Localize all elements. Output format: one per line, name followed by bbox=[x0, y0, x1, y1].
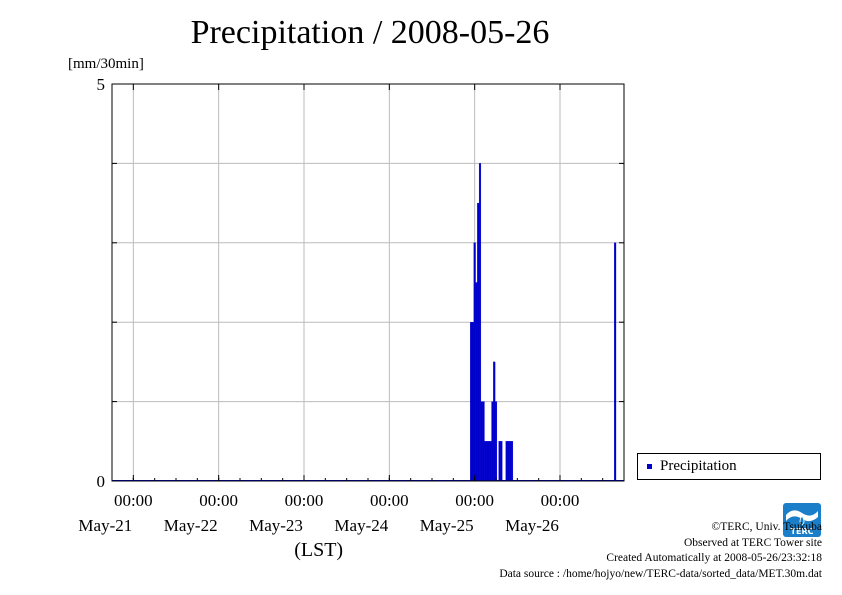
precipitation-bar bbox=[475, 282, 478, 482]
plot-frame bbox=[111, 83, 625, 482]
precipitation-bar bbox=[470, 322, 473, 482]
precipitation-bar bbox=[484, 441, 487, 482]
x-tick-date-label: May-21 bbox=[78, 516, 132, 535]
grid-lines bbox=[112, 84, 624, 481]
x-tick-time-label: 00:00 bbox=[541, 491, 580, 510]
axis-ticks bbox=[111, 83, 625, 482]
precipitation-bar bbox=[494, 401, 498, 482]
precipitation-bar bbox=[471, 322, 474, 482]
logo-text: TERC bbox=[791, 527, 814, 536]
precipitation-bar bbox=[478, 163, 482, 482]
precipitation-bar bbox=[486, 441, 489, 482]
precipitation-bar bbox=[498, 441, 501, 482]
precipitation-bar bbox=[480, 401, 483, 482]
x-tick-time-label: 00:00 bbox=[285, 491, 324, 510]
precipitation-bar bbox=[482, 401, 485, 482]
precipitation-bar bbox=[510, 441, 514, 482]
precipitation-bar bbox=[477, 202, 480, 482]
precipitation-bar bbox=[500, 441, 503, 482]
logo-drop bbox=[799, 515, 805, 526]
legend: Precipitation bbox=[637, 453, 821, 480]
precipitation-bar bbox=[507, 441, 510, 482]
created-text: Created Automatically at 2008-05-26/23:3… bbox=[606, 552, 822, 564]
precipitation-bar bbox=[493, 361, 496, 482]
precipitation-bar bbox=[505, 441, 508, 482]
copyright-text: ©TERC, Univ. Tsukuba bbox=[711, 521, 822, 533]
legend-label-precipitation: Precipitation bbox=[660, 458, 737, 474]
x-tick-date-label: May-22 bbox=[164, 516, 218, 535]
x-tick-date-label: May-23 bbox=[249, 516, 303, 535]
y-axis-unit-label: [mm/30min] bbox=[68, 56, 144, 72]
terc-logo: TERC bbox=[783, 503, 821, 537]
x-tick-time-label: 00:00 bbox=[199, 491, 238, 510]
site-text: Observed at TERC Tower site bbox=[683, 536, 822, 549]
data-source-text: Data source : /home/hojyo/new/TERC-data/… bbox=[499, 567, 822, 580]
x-axis-label: (LST) bbox=[294, 539, 343, 561]
x-tick-date-label: May-24 bbox=[334, 516, 388, 535]
x-tick-date-label: May-25 bbox=[420, 516, 474, 535]
credits-block: ©TERC, Univ. Tsukuba Observed at TERC To… bbox=[499, 520, 822, 582]
precipitation-bar bbox=[509, 441, 512, 482]
x-tick-date-label: May-26 bbox=[505, 516, 559, 535]
precipitation-bar bbox=[614, 242, 617, 482]
precipitation-bar bbox=[489, 441, 492, 482]
y-tick-label: 0 bbox=[97, 472, 106, 491]
precipitation-bar bbox=[487, 441, 490, 482]
axis-tick-labels: 0 5 00:00 May-21 00:00 May-22 00:00 May-23 00:00… bbox=[78, 75, 579, 535]
legend-swatch bbox=[647, 464, 652, 469]
chart-title: Precipitation / 2008-05-26 bbox=[190, 14, 550, 51]
x-tick-time-label: 00:00 bbox=[455, 491, 494, 510]
y-tick-label: 5 bbox=[97, 75, 106, 94]
precipitation-bar bbox=[473, 242, 476, 482]
precipitation-bar bbox=[491, 401, 494, 482]
x-tick-time-label: 00:00 bbox=[370, 491, 409, 510]
x-tick-time-label: 00:00 bbox=[114, 491, 153, 510]
